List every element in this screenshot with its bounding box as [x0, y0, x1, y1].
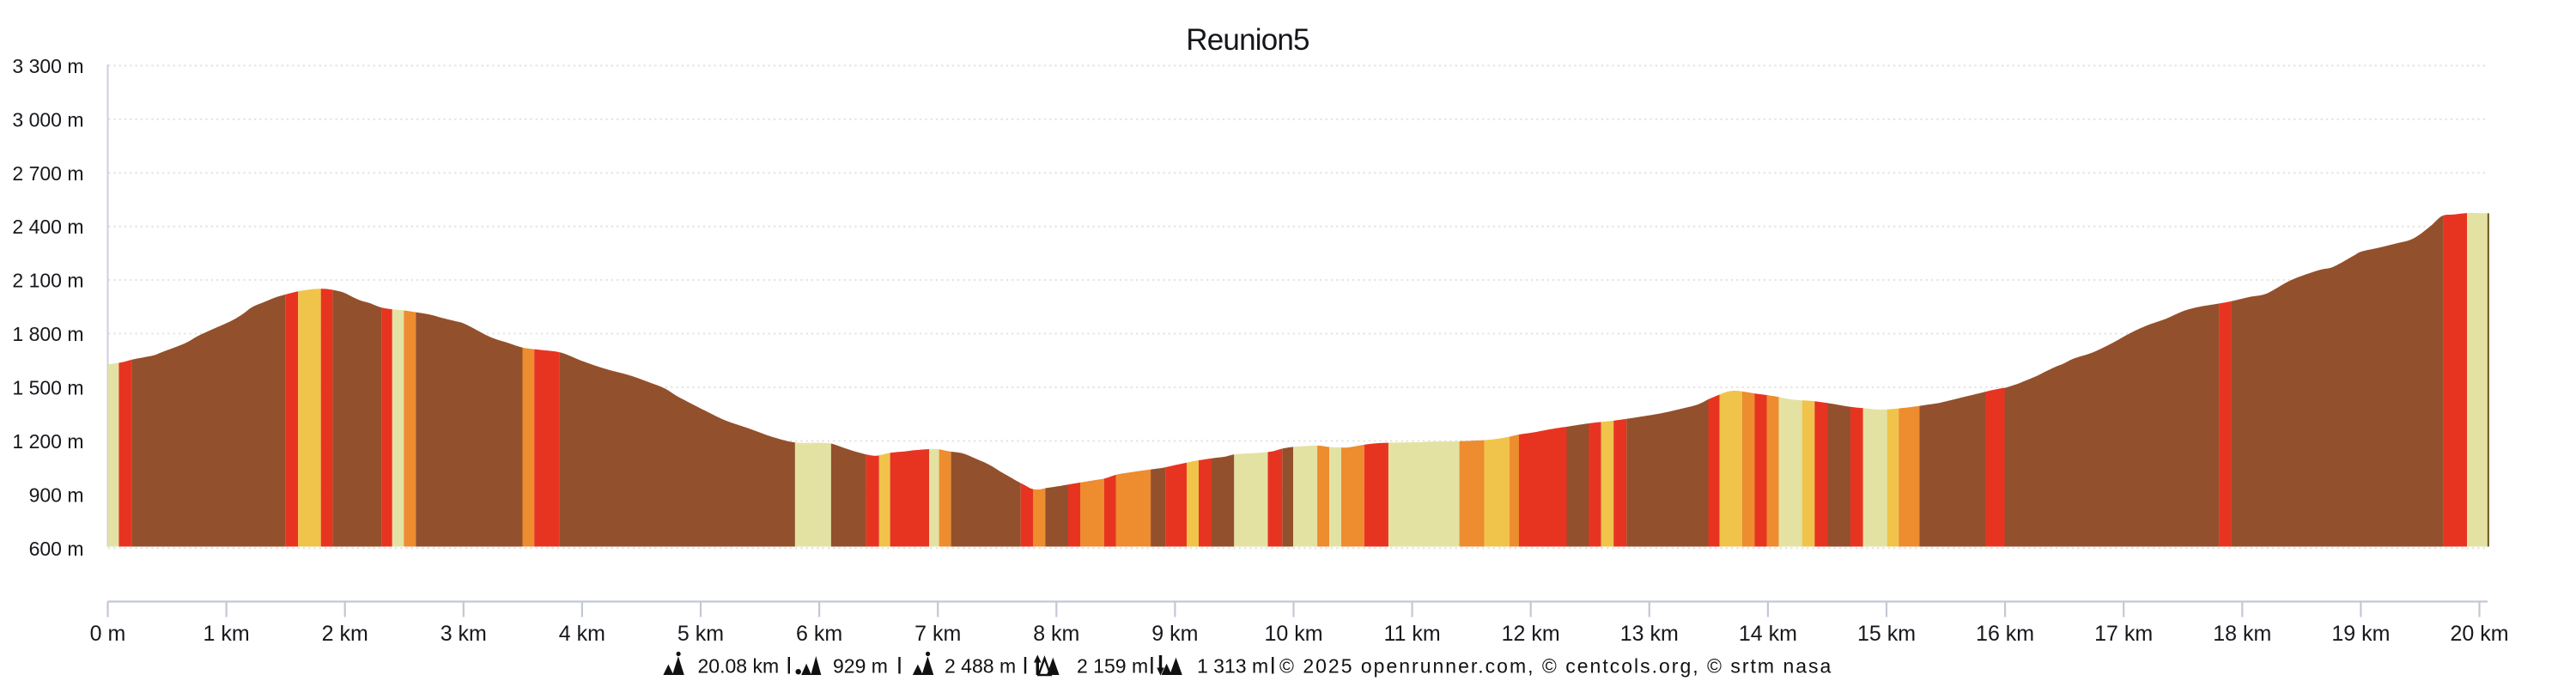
svg-text:15 km: 15 km [1857, 622, 1916, 646]
svg-text:2 488 m: 2 488 m [945, 655, 1016, 678]
svg-text:3 300 m: 3 300 m [12, 55, 83, 77]
svg-text:2 700 m: 2 700 m [12, 162, 83, 185]
svg-text:900 m: 900 m [29, 483, 84, 506]
svg-text:9 km: 9 km [1151, 622, 1198, 646]
svg-text:20.08 km: 20.08 km [698, 655, 780, 678]
svg-text:© 2025 openrunner.com, © centc: © 2025 openrunner.com, © centcols.org, ©… [1279, 655, 1832, 678]
svg-text:10 km: 10 km [1264, 622, 1322, 646]
svg-text:5 km: 5 km [677, 622, 724, 646]
svg-text:8 km: 8 km [1033, 622, 1079, 646]
svg-text:1 313 m: 1 313 m [1197, 655, 1268, 678]
svg-text:7 km: 7 km [914, 622, 961, 646]
svg-text:3 000 m: 3 000 m [12, 108, 83, 131]
svg-text:19 km: 19 km [2331, 622, 2390, 646]
svg-text:13 km: 13 km [1620, 622, 1679, 646]
svg-text:14 km: 14 km [1739, 622, 1797, 646]
svg-text:1 800 m: 1 800 m [12, 323, 83, 345]
svg-text:18 km: 18 km [2213, 622, 2271, 646]
svg-text:Reunion5: Reunion5 [1186, 23, 1309, 57]
svg-text:1 200 m: 1 200 m [12, 430, 83, 453]
svg-text:3 km: 3 km [440, 622, 487, 646]
svg-text:929 m: 929 m [833, 655, 888, 678]
svg-text:17 km: 17 km [2094, 622, 2153, 646]
svg-text:16 km: 16 km [1976, 622, 2034, 646]
svg-text:2 100 m: 2 100 m [12, 270, 83, 292]
svg-text:12 km: 12 km [1502, 622, 1560, 646]
svg-text:6 km: 6 km [796, 622, 842, 646]
svg-text:2 400 m: 2 400 m [12, 216, 83, 238]
svg-text:2 159 m: 2 159 m [1077, 655, 1148, 678]
svg-text:1 500 m: 1 500 m [12, 377, 83, 399]
svg-text:0 m: 0 m [90, 622, 126, 646]
svg-text:600 m: 600 m [29, 538, 84, 560]
svg-text:4 km: 4 km [559, 622, 605, 646]
svg-text:1 km: 1 km [204, 622, 250, 646]
svg-text:11 km: 11 km [1383, 622, 1440, 646]
svg-text:2 km: 2 km [322, 622, 368, 646]
svg-text:20 km: 20 km [2450, 622, 2508, 646]
